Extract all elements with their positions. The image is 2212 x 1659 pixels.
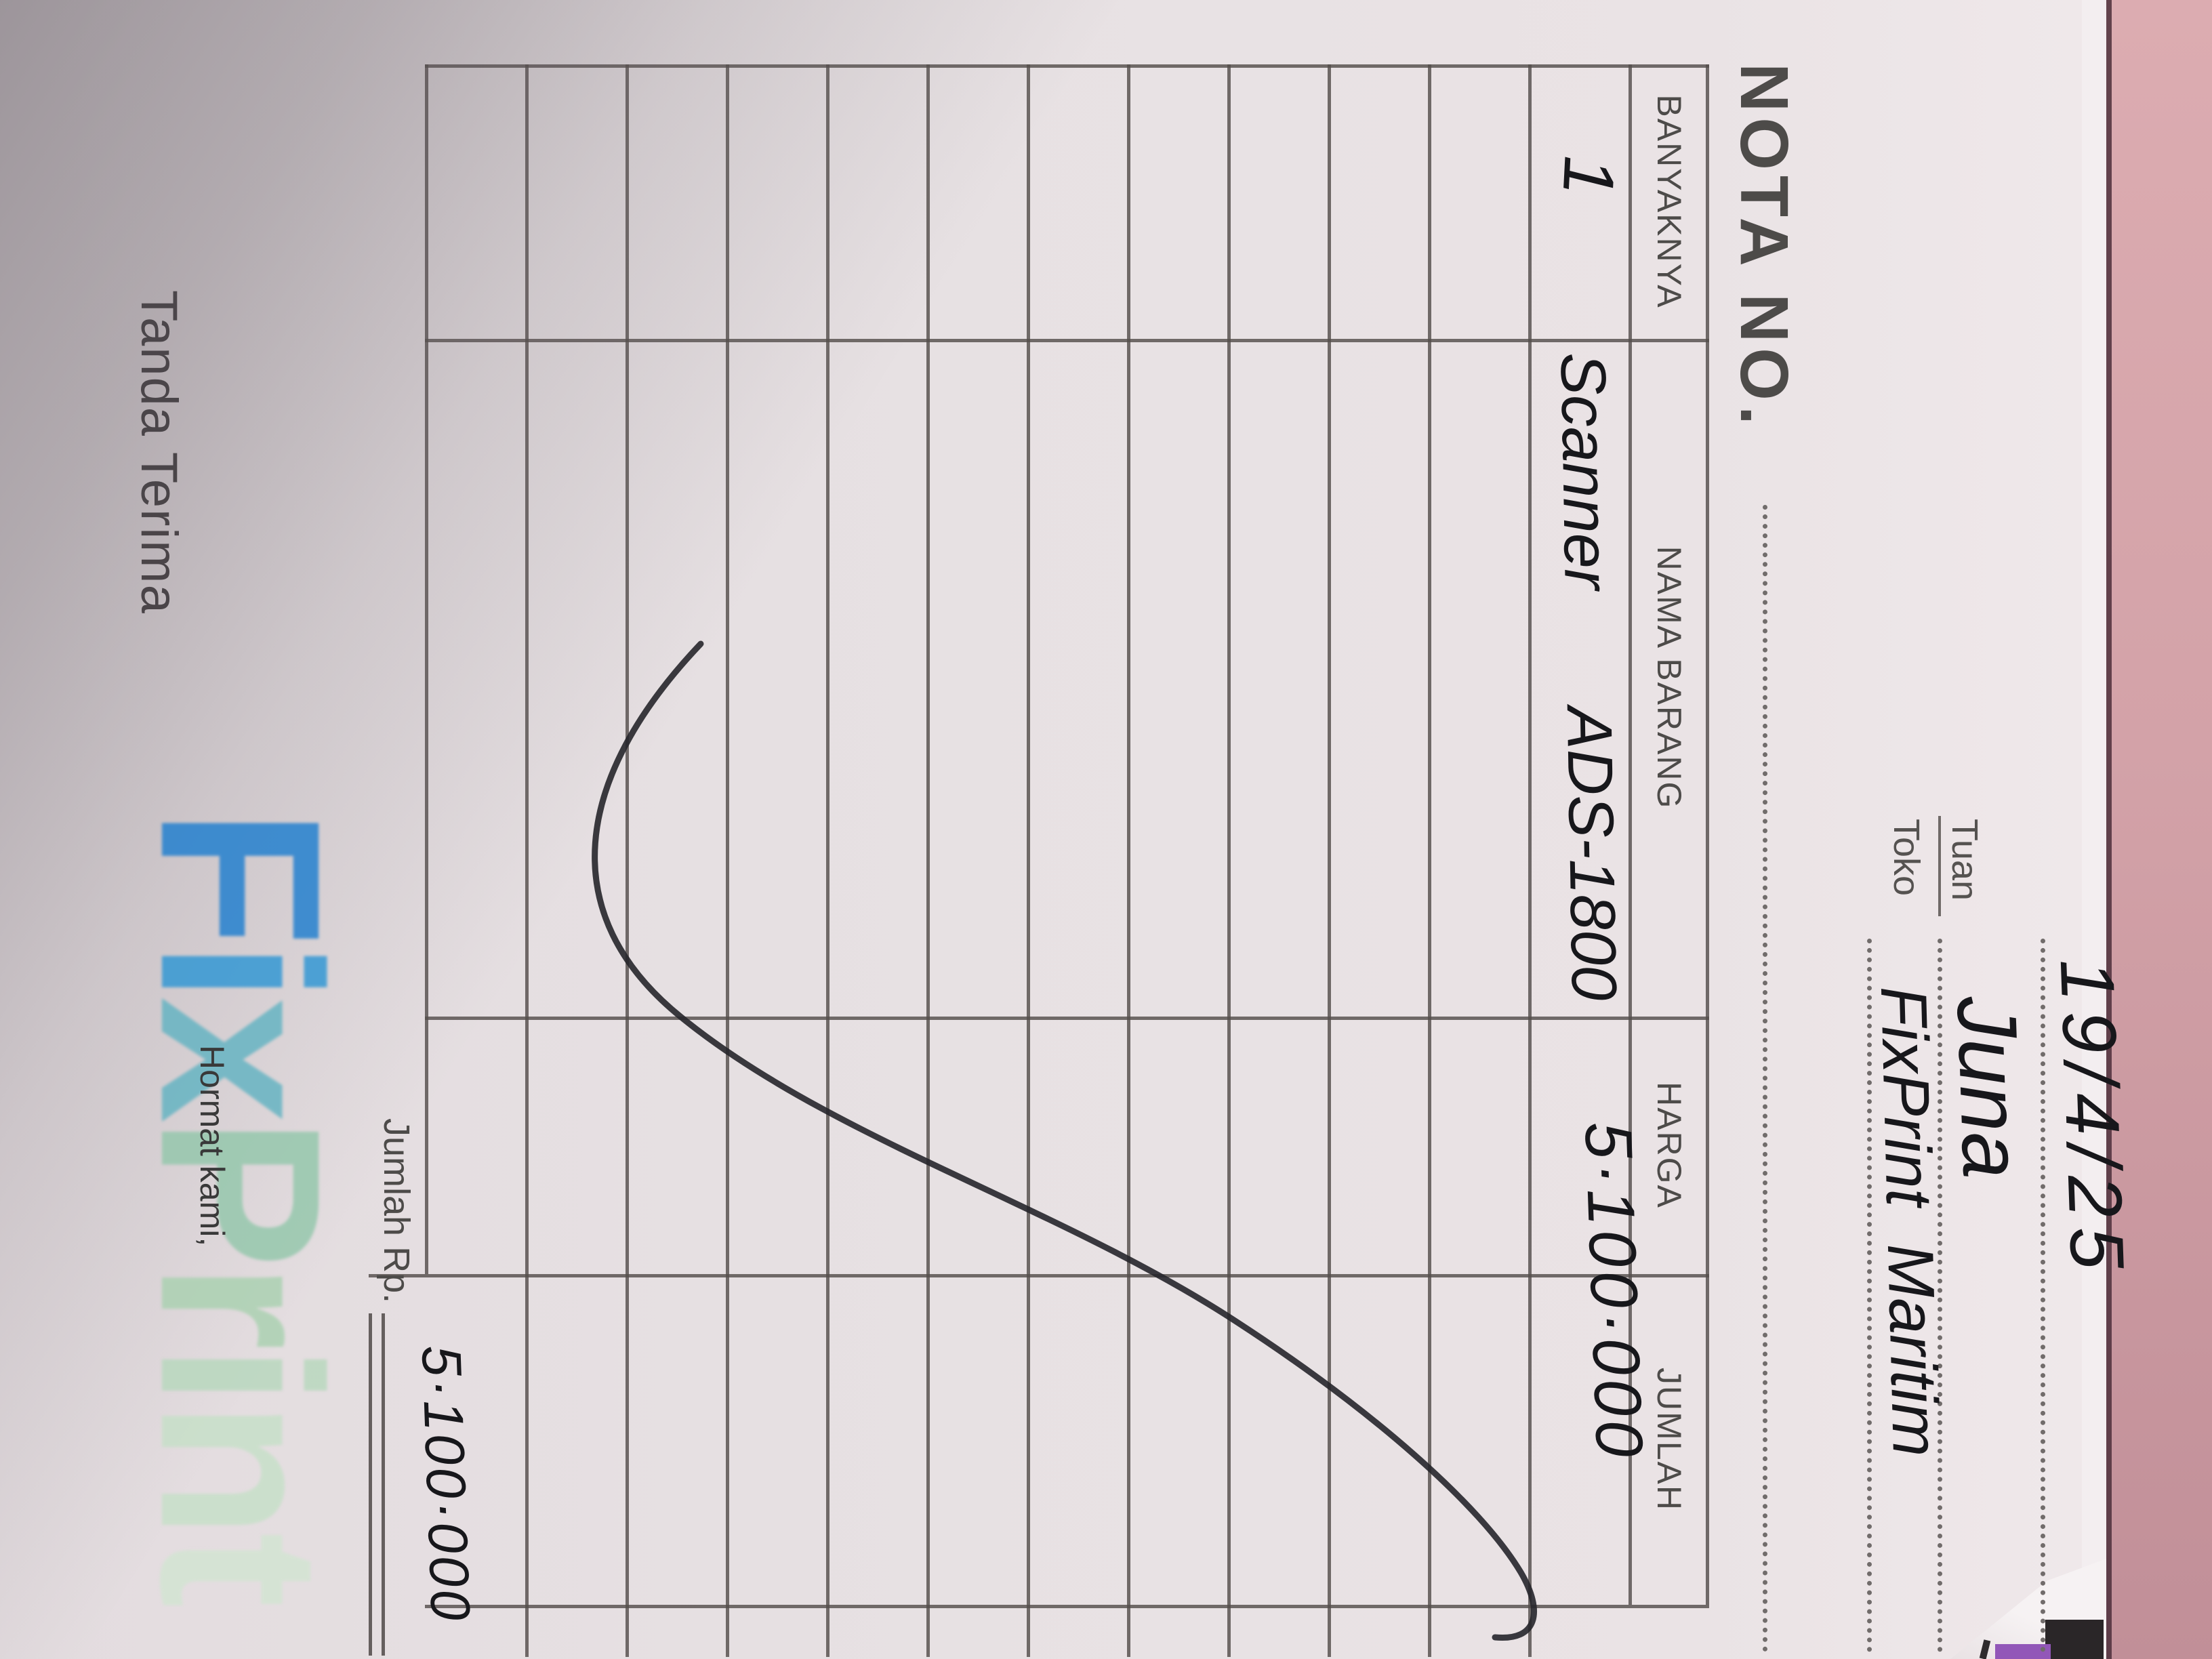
desk-surface	[2097, 0, 2212, 1659]
date-dotted-line	[2041, 939, 2045, 1652]
col-divider-banyaknya	[425, 339, 1709, 342]
nota-no-label: NOTA NO.	[1726, 63, 1802, 430]
tuan-toko-divider	[1938, 816, 1941, 916]
hormat-kami-label: Hormat kami,	[193, 1045, 231, 1247]
tuan-value-handwritten: Juna	[1939, 994, 2039, 1181]
toko-value-handwritten: FixPrint Maritim	[1866, 985, 1952, 1458]
header-nama-barang: NAMA BARANG	[1650, 546, 1688, 810]
tanda-terima-label: Tanda Terima	[130, 290, 188, 615]
date-handwritten: 19/4/25	[2044, 957, 2141, 1280]
header-harga: HARGA	[1650, 1082, 1688, 1209]
row1-banyaknya: 1	[1547, 154, 1630, 199]
header-banyaknya: BANYAKNYA	[1650, 94, 1688, 309]
underlying-pages-edge	[2081, 0, 2106, 1659]
paper-edge	[2106, 0, 2112, 1659]
signature-scribble	[592, 640, 1537, 1641]
row1-jumlah: 5·100·000	[1571, 1120, 1658, 1462]
table-left-border	[425, 64, 1709, 68]
background-object-black	[2045, 1620, 2104, 1659]
table-top-border	[1706, 64, 1709, 1605]
toko-label: Toko	[1886, 819, 1927, 897]
nota-no-dotted-line	[1763, 505, 1767, 1652]
tuan-label: Tuan	[1944, 819, 1985, 901]
